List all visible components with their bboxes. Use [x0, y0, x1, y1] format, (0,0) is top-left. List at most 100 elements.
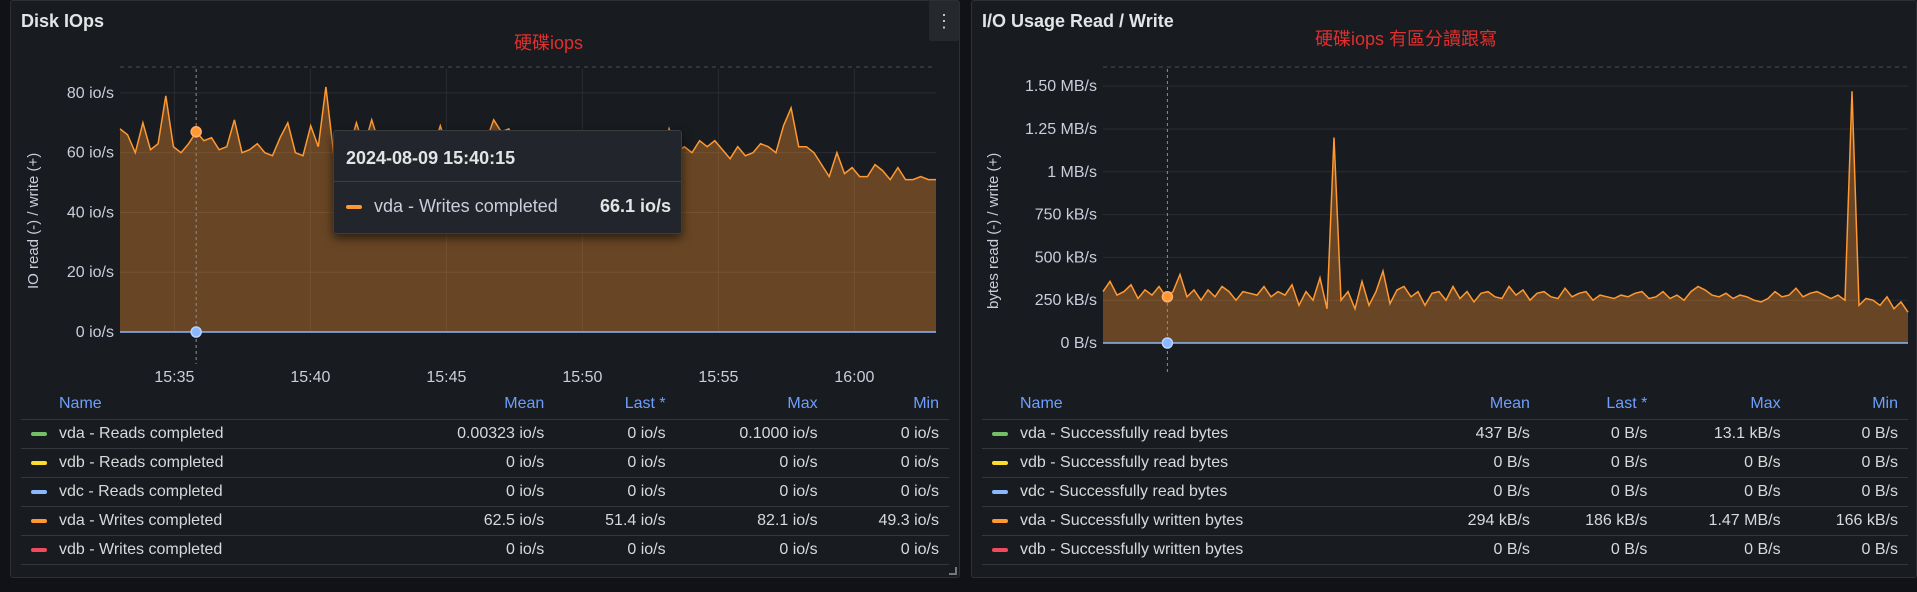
legend-mean-value: 62.5 io/s — [386, 506, 555, 536]
legend-mean-value: 0 io/s — [386, 448, 555, 478]
series-name[interactable]: vda - Reads completed — [59, 425, 224, 442]
legend-header-mean[interactable]: Mean — [504, 395, 545, 412]
series-name[interactable]: vda - Successfully written bytes — [1020, 512, 1244, 529]
series-color-swatch — [992, 489, 1008, 494]
legend-last-value: 0 io/s — [554, 419, 676, 449]
y-tick-label: 250 kB/s — [1035, 292, 1097, 309]
legend-header-mean[interactable]: Mean — [1489, 395, 1530, 412]
kebab-menu-icon: ⋮ — [935, 10, 953, 31]
panel-title: I/O Usage Read / Write — [982, 11, 1174, 31]
legend-header-last[interactable]: Last * — [624, 395, 666, 412]
disk-iops-panel: Disk IOps 硬碟iops ⋮ IO read (-) / write (… — [10, 0, 960, 578]
legend-header-max[interactable]: Max — [1750, 395, 1781, 412]
legend-last-value: 0 B/s — [1539, 477, 1658, 507]
series-color-swatch — [992, 547, 1008, 552]
legend-max-value: 0 B/s — [1657, 535, 1791, 565]
x-tick-label: 16:00 — [834, 369, 874, 386]
legend-min-value: 0 io/s — [827, 419, 949, 449]
hover-point — [1161, 291, 1174, 303]
legend-last-value: 0 B/s — [1539, 448, 1658, 478]
tooltip-row: vda - Writes completed 66.1 io/s — [346, 196, 671, 217]
y-tick-label: 80 io/s — [67, 85, 114, 102]
legend-max-value: 0 io/s — [675, 477, 828, 507]
legend-header-min[interactable]: Min — [913, 395, 939, 412]
series-name[interactable]: vdb - Writes completed — [59, 541, 223, 558]
legend-row[interactable]: vda - Reads completed 0.00323 io/s 0 io/s 0… — [21, 419, 949, 449]
hover-point — [190, 126, 202, 138]
legend-max-value: 82.1 io/s — [675, 506, 828, 536]
legend-max-value: 0 io/s — [675, 535, 828, 565]
legend-last-value: 0 B/s — [1539, 419, 1658, 449]
legend-min-value: 0 B/s — [1790, 419, 1908, 449]
series-name[interactable]: vdc - Reads completed — [59, 483, 223, 500]
series-color-swatch — [31, 460, 47, 465]
legend-header-max[interactable]: Max — [787, 395, 818, 412]
panel-menu-button[interactable]: ⋮ — [929, 1, 959, 41]
legend-row[interactable]: vdc - Reads completed 0 io/s 0 io/s 0 io/s 0… — [21, 477, 949, 507]
y-tick-label: 1.50 MB/s — [1025, 78, 1097, 95]
series-name[interactable]: vda - Writes completed — [59, 512, 223, 529]
series-line — [1102, 91, 1909, 313]
legend-min-value: 49.3 io/s — [827, 506, 949, 536]
chart-tooltip: 2024-08-09 15:40:15 vda - Writes complet… — [333, 130, 682, 234]
legend-min-value: 0 B/s — [1790, 477, 1908, 507]
legend-header-last[interactable]: Last * — [1606, 395, 1648, 412]
legend-header-name[interactable]: Name — [1020, 395, 1063, 412]
annotation-note: 硬碟iops — [514, 33, 584, 53]
legend-max-value: 13.1 kB/s — [1657, 419, 1791, 449]
x-tick-label: 15:35 — [154, 369, 194, 386]
legend-mean-value: 0 B/s — [1422, 448, 1540, 478]
legend-row[interactable]: vdb - Successfully written bytes 0 B/s 0 B… — [982, 535, 1908, 565]
legend-header-name[interactable]: Name — [59, 395, 102, 412]
legend-row[interactable]: vdb - Successfully read bytes 0 B/s 0 B/s 0… — [982, 448, 1908, 478]
series-color-swatch — [992, 460, 1008, 465]
y-tick-label: 0 B/s — [1061, 335, 1097, 352]
legend-min-value: 0 io/s — [827, 535, 949, 565]
tooltip-time: 2024-08-09 15:40:15 — [346, 148, 516, 168]
series-color-swatch — [31, 431, 47, 436]
series-name[interactable]: vdb - Successfully read bytes — [1020, 454, 1229, 471]
series-name[interactable]: vdc - Successfully read bytes — [1020, 483, 1228, 500]
legend-last-value: 0 io/s — [554, 535, 676, 565]
series-name[interactable]: vdb - Successfully written bytes — [1020, 541, 1244, 558]
legend-mean-value: 0.00323 io/s — [386, 419, 555, 449]
legend-max-value: 0.1000 io/s — [675, 419, 828, 449]
io-usage-panel: I/O Usage Read / Write 硬碟iops 有區分讀跟寫 byt… — [971, 0, 1917, 578]
legend-last-value: 51.4 io/s — [554, 506, 676, 536]
y-tick-label: 20 io/s — [67, 264, 114, 281]
x-tick-label: 15:40 — [290, 369, 330, 386]
legend-max-value: 0 B/s — [1657, 448, 1791, 478]
legend-row[interactable]: vdc - Successfully read bytes 0 B/s 0 B/s 0… — [982, 477, 1908, 507]
legend-min-value: 0 io/s — [827, 448, 949, 478]
panel-title: Disk IOps — [21, 11, 105, 31]
legend-max-value: 0 B/s — [1657, 477, 1791, 507]
y-tick-label: 750 kB/s — [1035, 207, 1097, 224]
legend-mean-value: 437 B/s — [1422, 419, 1540, 449]
legend-last-value: 0 io/s — [554, 477, 676, 507]
legend-last-value: 186 kB/s — [1539, 506, 1658, 536]
resize-handle-icon[interactable] — [949, 567, 957, 575]
legend-row[interactable]: vda - Writes completed 62.5 io/s 51.4 io/s… — [21, 506, 949, 536]
y-tick-label: 500 kB/s — [1035, 249, 1097, 266]
y-tick-label: 40 io/s — [67, 204, 114, 221]
legend-row[interactable]: vda - Successfully read bytes 437 B/s 0 B/… — [982, 419, 1908, 449]
y-tick-label: 0 io/s — [76, 324, 114, 341]
legend-row[interactable]: vdb - Reads completed 0 io/s 0 io/s 0 io/s 0… — [21, 448, 949, 478]
series-color-swatch — [992, 518, 1008, 523]
y-tick-label: 1.25 MB/s — [1025, 121, 1097, 138]
io-usage-chart[interactable]: 0 B/s 250 kB/s 500 kB/s 750 kB/s 1 MB/s 1.25 … — [972, 1, 1917, 401]
series-color-swatch — [31, 547, 47, 552]
series-name[interactable]: vda - Successfully read bytes — [1020, 425, 1229, 442]
legend-header-min[interactable]: Min — [1872, 395, 1898, 412]
legend-row[interactable]: vdb - Writes completed 0 io/s 0 io/s 0 io/s… — [21, 535, 949, 565]
tooltip-series-name: vda - Writes completed — [374, 196, 558, 216]
x-tick-label: 15:45 — [426, 369, 466, 386]
legend-row[interactable]: vda - Successfully written bytes 294 kB/s… — [982, 506, 1908, 536]
y-tick-label: 1 MB/s — [1047, 164, 1097, 181]
series-name[interactable]: vdb - Reads completed — [59, 454, 224, 471]
hover-point — [1161, 337, 1174, 349]
legend-last-value: 0 io/s — [554, 448, 676, 478]
x-tick-label: 15:50 — [562, 369, 602, 386]
legend-max-value: 0 io/s — [675, 448, 828, 478]
series-color-swatch — [346, 204, 362, 209]
